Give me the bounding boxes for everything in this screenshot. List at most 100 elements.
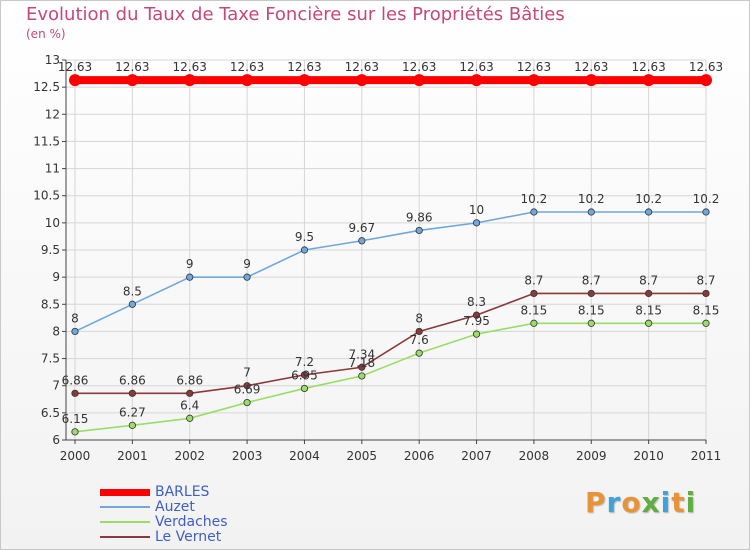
data-label: 8.15	[693, 303, 720, 317]
data-point	[183, 74, 196, 87]
data-point	[300, 384, 309, 393]
data-point	[355, 74, 368, 87]
data-point	[186, 414, 194, 422]
data-point	[415, 349, 423, 357]
data-point	[69, 74, 81, 87]
data-label: 8.5	[123, 284, 142, 298]
legend-swatch	[100, 521, 150, 523]
x-tick-label: 2008	[519, 449, 550, 463]
data-label: 12.63	[689, 60, 723, 74]
data-point	[241, 74, 254, 87]
legend-swatch	[100, 488, 150, 496]
series-line-auzet	[74, 211, 706, 333]
data-point	[587, 208, 595, 216]
data-point	[358, 363, 366, 371]
data-point	[530, 208, 538, 216]
data-point	[530, 289, 538, 298]
data-label: 10.2	[635, 192, 662, 206]
data-point	[645, 208, 653, 216]
legend-swatch	[100, 506, 150, 508]
data-label: 10.2	[521, 192, 548, 206]
data-label: 7.18	[348, 356, 375, 370]
data-label: 9.67	[348, 221, 375, 235]
chart-title: Evolution du Taux de Taxe Foncière sur l…	[26, 4, 565, 25]
y-tick-label: 12.5	[33, 80, 60, 94]
data-label: 12.63	[173, 60, 207, 74]
data-label: 8.15	[635, 303, 662, 317]
data-label: 10.2	[693, 192, 720, 206]
data-label: 8	[415, 311, 423, 325]
data-label: 6.95	[291, 368, 318, 382]
data-point	[642, 74, 655, 87]
legend-label: Auzet	[155, 499, 195, 515]
data-point	[470, 74, 483, 87]
data-point	[702, 319, 710, 327]
x-tick-label: 2001	[117, 449, 148, 463]
data-label: 12.63	[631, 60, 665, 74]
y-tick-label: 11	[45, 162, 60, 176]
data-point	[71, 389, 79, 397]
data-label: 6.86	[176, 373, 203, 387]
y-tick-label: 6	[52, 433, 60, 447]
data-label: 7.6	[410, 333, 429, 347]
x-tick-label: 2005	[347, 449, 378, 463]
y-axis-unit: (en %)	[26, 27, 66, 41]
data-point	[413, 74, 426, 87]
data-point	[71, 428, 79, 436]
data-label: 8.15	[578, 303, 605, 317]
series-layer	[69, 74, 712, 436]
data-label: 12.63	[58, 60, 92, 74]
x-tick-label: 2003	[232, 449, 263, 463]
legend-item: Le Vernet	[100, 530, 228, 545]
legend-item: Auzet	[100, 500, 228, 515]
grid	[66, 59, 707, 441]
y-tick-label: 12	[45, 107, 60, 121]
x-tick-label: 2004	[289, 449, 320, 463]
data-label: 8.7	[524, 273, 543, 287]
data-label: 9	[186, 257, 194, 271]
y-tick-label: 10	[45, 216, 60, 230]
legend-item: Verdaches	[100, 515, 228, 530]
data-label: 6.15	[62, 412, 89, 426]
data-point	[700, 74, 712, 87]
legend-label: BARLES	[155, 484, 210, 500]
data-point	[186, 389, 194, 397]
y-tick-label: 13	[45, 53, 60, 67]
x-tick-label: 2009	[576, 449, 607, 463]
data-label: 7	[243, 366, 251, 380]
data-label: 9	[243, 257, 251, 271]
legend-swatch	[100, 536, 150, 538]
data-label: 7.2	[295, 355, 314, 369]
data-point	[472, 219, 481, 227]
y-tick-label: 10.5	[33, 189, 60, 203]
axes: 6 6.5 7 7.5 8 8.5 9 9.5 10 10.5 11 11.5 12 12.5 13 2000…	[33, 53, 721, 463]
legend-item: BARLES	[100, 485, 228, 500]
data-point	[298, 74, 311, 87]
data-label: 8.7	[639, 273, 658, 287]
data-label: 8.15	[521, 303, 548, 317]
y-tick-label: 7.5	[41, 352, 60, 366]
y-tick-label: 7	[52, 379, 60, 393]
data-label: 9.86	[406, 210, 433, 224]
data-point	[128, 300, 136, 308]
data-point	[702, 289, 710, 298]
x-tick-label: 2007	[461, 449, 492, 463]
legend: BARLES Auzet Verdaches Le Vernet	[100, 485, 228, 545]
legend-label: Verdaches	[155, 514, 228, 530]
data-point	[128, 421, 136, 429]
data-label: 12.63	[287, 60, 321, 74]
data-label: 7.95	[463, 314, 490, 328]
data-point	[300, 371, 309, 379]
data-point	[243, 398, 251, 407]
data-label: 12.63	[230, 60, 264, 74]
data-point	[186, 273, 194, 281]
data-point	[71, 327, 79, 336]
data-label: 12.63	[115, 60, 149, 74]
data-label: 10	[469, 203, 484, 217]
data-label: 6.86	[62, 373, 89, 387]
x-tick-label: 2000	[60, 449, 91, 463]
y-tick-label: 11.5	[33, 134, 60, 148]
y-tick-label: 9	[52, 270, 60, 284]
